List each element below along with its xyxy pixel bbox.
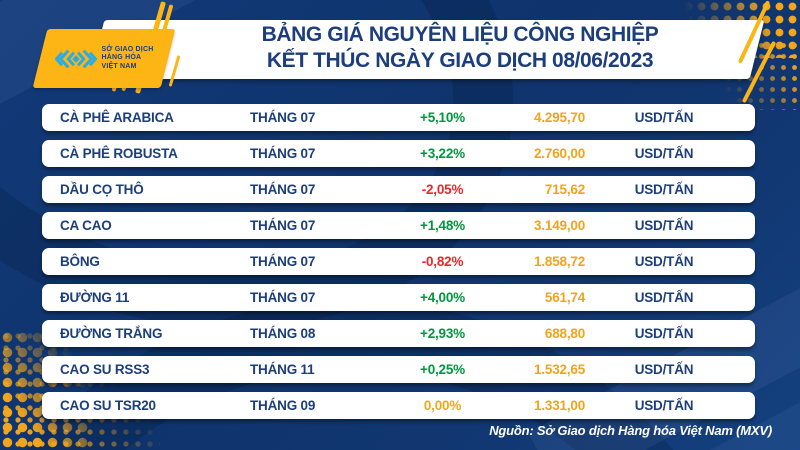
change-percent: +4,00% xyxy=(420,290,465,305)
commodity-name: CA CAO xyxy=(60,218,112,233)
price-value: 3.149,00 xyxy=(534,218,585,233)
commodity-name: BÔNG xyxy=(60,254,100,269)
change-percent: +5,10% xyxy=(420,110,465,125)
page-title-line2: KẾT THÚC NGÀY GIAO DỊCH 08/06/2023 xyxy=(266,49,654,72)
change-percent: 0,00% xyxy=(423,398,462,413)
logo-org-line2: HÀNG HÓA xyxy=(101,54,142,62)
price-value: 1.858,72 xyxy=(534,254,585,269)
unit-label: USD/TẤN xyxy=(634,362,694,377)
price-value: 4.295,70 xyxy=(534,110,585,125)
table-row: CAO SU TSR20 THÁNG 09 0,00% 1.331,00 USD… xyxy=(42,392,755,419)
logo-org-line3: VIỆT NAM xyxy=(101,62,137,70)
contract-month: THÁNG 07 xyxy=(250,254,316,269)
commodity-name: ĐƯỜNG 11 xyxy=(60,290,130,305)
contract-month: THÁNG 08 xyxy=(250,326,316,341)
contract-month: THÁNG 09 xyxy=(250,398,316,413)
table-row: ĐƯỜNG 11 THÁNG 07 +4,00% 561,74 USD/TẤN xyxy=(42,284,755,311)
change-percent: -2,05% xyxy=(421,182,464,197)
contract-month: THÁNG 11 xyxy=(250,362,315,377)
unit-label: USD/TẤN xyxy=(634,254,694,269)
commodity-name: CAO SU TSR20 xyxy=(60,398,156,413)
logo-org-name: SỞ GIAO DỊCH HÀNG HÓA VIỆT NAM xyxy=(102,46,154,72)
price-value: 1.331,00 xyxy=(534,398,585,413)
contract-month: THÁNG 07 xyxy=(250,110,316,125)
price-value: 688,80 xyxy=(544,326,585,341)
commodity-name: CÀ PHÊ ARABICA xyxy=(60,110,174,125)
page-title-line1: BẢNG GIÁ NGUYÊN LIỆU CÔNG NGHIỆP xyxy=(261,23,659,46)
page-title: BẢNG GIÁ NGUYÊN LIỆU CÔNG NGHIỆP KẾT THÚ… xyxy=(180,22,740,74)
contract-month: THÁNG 07 xyxy=(250,146,316,161)
commodity-name: DẦU CỌ THÔ xyxy=(60,182,144,197)
table-row: CÀ PHÊ ROBUSTA THÁNG 07 +3,22% 2.760,00 … xyxy=(42,140,755,167)
unit-label: USD/TẤN xyxy=(634,398,694,413)
change-percent: +3,22% xyxy=(420,146,465,161)
table-row: CÀ PHÊ ARABICA THÁNG 07 +5,10% 4.295,70 … xyxy=(42,104,755,131)
commodity-name: ĐƯỜNG TRẮNG xyxy=(60,326,163,341)
change-percent: +2,93% xyxy=(420,326,465,341)
commodity-name: CAO SU RSS3 xyxy=(60,362,150,377)
contract-month: THÁNG 07 xyxy=(250,218,316,233)
table-row: CAO SU RSS3 THÁNG 11 +0,25% 1.532,65 USD… xyxy=(42,356,755,383)
unit-label: USD/TẤN xyxy=(634,110,694,125)
mxv-logo-content: SỞ GIAO DỊCH HÀNG HÓA VIỆT NAM xyxy=(40,29,168,88)
mxv-chevron-icon xyxy=(54,49,97,68)
price-value: 1.532,65 xyxy=(534,362,585,377)
change-percent: +0,25% xyxy=(420,362,465,377)
unit-label: USD/TẤN xyxy=(634,218,694,233)
table-row: CA CAO THÁNG 07 +1,48% 3.149,00 USD/TẤN xyxy=(42,212,755,239)
logo-org-line1: SỞ GIAO DỊCH xyxy=(101,45,154,53)
source-credit: Nguồn: Sở Giao dịch Hàng hóa Việt Nam (M… xyxy=(489,423,772,438)
change-percent: +1,48% xyxy=(420,218,465,233)
table-row: BÔNG THÁNG 07 -0,82% 1.858,72 USD/TẤN xyxy=(42,248,755,275)
price-table: CÀ PHÊ ARABICA THÁNG 07 +5,10% 4.295,70 … xyxy=(42,104,755,428)
change-percent: -0,82% xyxy=(421,254,464,269)
contract-month: THÁNG 07 xyxy=(250,290,316,305)
price-value: 2.760,00 xyxy=(534,146,585,161)
table-row: DẦU CỌ THÔ THÁNG 07 -2,05% 715,62 USD/TẤ… xyxy=(42,176,755,203)
contract-month: THÁNG 07 xyxy=(250,182,316,197)
price-value: 715,62 xyxy=(544,182,585,197)
unit-label: USD/TẤN xyxy=(634,182,694,197)
commodity-name: CÀ PHÊ ROBUSTA xyxy=(60,146,178,161)
mxv-logo: SỞ GIAO DỊCH HÀNG HÓA VIỆT NAM xyxy=(32,29,176,88)
unit-label: USD/TẤN xyxy=(634,290,694,305)
halftone-dots-bottom-left-small xyxy=(0,330,160,450)
unit-label: USD/TẤN xyxy=(634,326,694,341)
price-value: 561,74 xyxy=(544,290,585,305)
table-row: ĐƯỜNG TRẮNG THÁNG 08 +2,93% 688,80 USD/T… xyxy=(42,320,755,347)
unit-label: USD/TẤN xyxy=(634,146,694,161)
